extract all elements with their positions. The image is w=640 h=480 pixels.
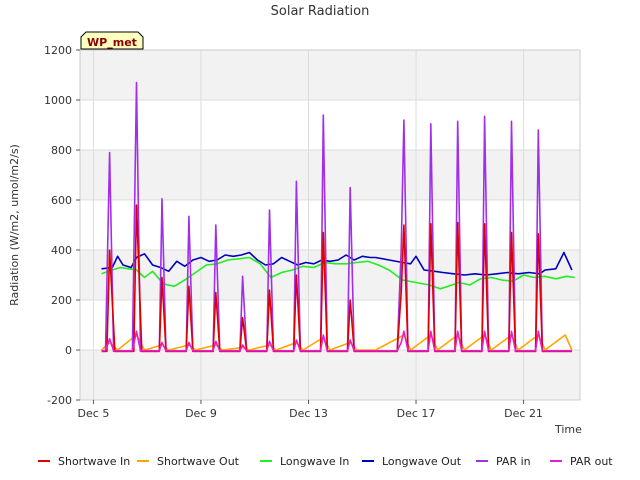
y-tick-label-4: 600 bbox=[51, 194, 72, 207]
x-axis-label: Time bbox=[554, 423, 582, 436]
legend-item-shortwave-out: Shortwave Out bbox=[137, 455, 240, 468]
plot-band-0 bbox=[80, 350, 580, 400]
y-tick-label-1: 0 bbox=[65, 344, 72, 357]
y-tick-label-3: 400 bbox=[51, 244, 72, 257]
legend-item-shortwave-in: Shortwave In bbox=[38, 455, 130, 468]
x-tick-label-3: Dec 17 bbox=[397, 407, 436, 420]
y-axis-ticks: -200 0 200 400 600 800 1000 1200 bbox=[44, 44, 80, 407]
legend-label-longwave-out: Longwave Out bbox=[382, 455, 462, 468]
x-tick-label-0: Dec 5 bbox=[78, 407, 110, 420]
plot-band-3 bbox=[80, 50, 580, 100]
y-tick-label-7: 1200 bbox=[44, 44, 72, 57]
plot-bands bbox=[80, 50, 580, 400]
x-axis-ticks: Dec 5 Dec 9 Dec 13 Dec 17 Dec 21 bbox=[78, 400, 543, 420]
station-badge: WP_met bbox=[80, 31, 144, 50]
y-tick-label-2: 200 bbox=[51, 294, 72, 307]
legend-label-par-in: PAR in bbox=[496, 455, 531, 468]
station-badge-label: WP_met bbox=[87, 36, 137, 49]
legend-label-longwave-in: Longwave In bbox=[280, 455, 349, 468]
legend-item-par-in: PAR in bbox=[476, 455, 531, 468]
legend-label-par-out: PAR out bbox=[570, 455, 613, 468]
y-axis-label: Radiation (W/m2, umol/m2/s) bbox=[8, 144, 21, 306]
series-lines bbox=[100, 81, 575, 353]
y-tick-label-5: 800 bbox=[51, 144, 72, 157]
legend-label-shortwave-out: Shortwave Out bbox=[157, 455, 240, 468]
legend-item-longwave-in: Longwave In bbox=[260, 455, 349, 468]
series-line-par-out bbox=[101, 330, 572, 352]
x-tick-label-4: Dec 21 bbox=[504, 407, 543, 420]
legend-label-shortwave-in: Shortwave In bbox=[58, 455, 130, 468]
station-badge-box bbox=[80, 31, 144, 50]
plot-band-2 bbox=[80, 150, 580, 200]
chart-title: Solar Radiation bbox=[271, 4, 370, 19]
x-tick-label-2: Dec 13 bbox=[289, 407, 328, 420]
legend-item-par-out: PAR out bbox=[550, 455, 613, 468]
series-line-longwave-in bbox=[101, 256, 575, 290]
y-tick-label-6: 1000 bbox=[44, 94, 72, 107]
legend: Shortwave In Shortwave Out Longwave In Long… bbox=[38, 455, 613, 468]
y-tick-label-0: -200 bbox=[47, 394, 72, 407]
legend-item-longwave-out: Longwave Out bbox=[362, 455, 462, 468]
x-tick-label-1: Dec 9 bbox=[185, 407, 217, 420]
plot-frame bbox=[79, 49, 581, 401]
